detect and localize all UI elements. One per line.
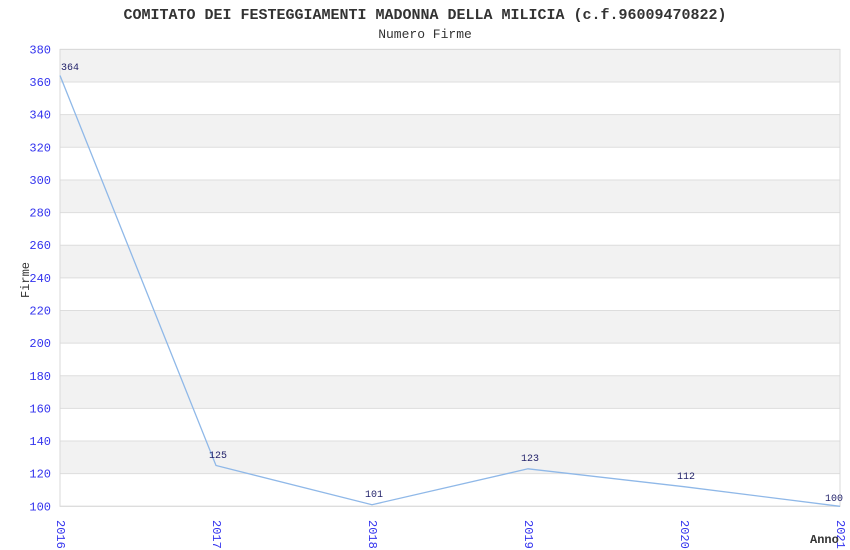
svg-text:2019: 2019 xyxy=(521,520,535,549)
svg-text:320: 320 xyxy=(29,141,51,155)
svg-text:2018: 2018 xyxy=(365,520,379,549)
svg-text:300: 300 xyxy=(29,174,51,188)
svg-text:360: 360 xyxy=(29,76,51,90)
svg-text:2016: 2016 xyxy=(53,520,67,549)
svg-text:120: 120 xyxy=(29,468,51,482)
svg-text:123: 123 xyxy=(521,454,539,465)
svg-text:280: 280 xyxy=(29,207,51,221)
svg-text:100: 100 xyxy=(29,500,51,514)
svg-text:160: 160 xyxy=(29,402,51,416)
svg-text:380: 380 xyxy=(29,43,51,57)
svg-text:364: 364 xyxy=(61,63,79,74)
svg-text:340: 340 xyxy=(29,109,51,123)
svg-text:140: 140 xyxy=(29,435,51,449)
svg-text:200: 200 xyxy=(29,337,51,351)
svg-text:125: 125 xyxy=(209,451,227,462)
svg-text:260: 260 xyxy=(29,239,51,253)
svg-text:2017: 2017 xyxy=(209,520,223,549)
svg-text:100: 100 xyxy=(825,494,843,505)
svg-text:Firme: Firme xyxy=(19,262,33,298)
svg-text:180: 180 xyxy=(29,370,51,384)
svg-text:220: 220 xyxy=(29,304,51,318)
svg-text:Anno: Anno xyxy=(810,533,839,547)
svg-text:112: 112 xyxy=(677,472,695,483)
svg-text:101: 101 xyxy=(365,490,383,501)
svg-text:2020: 2020 xyxy=(677,520,691,549)
